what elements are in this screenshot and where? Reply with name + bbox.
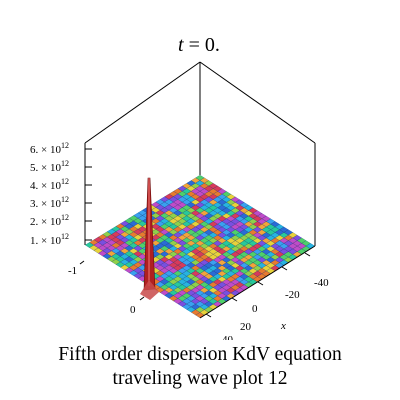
caption-line-2: traveling wave plot 12 <box>112 368 288 389</box>
x-tick-mark <box>304 252 311 257</box>
y-tick-label: -1 <box>68 265 77 277</box>
plot-title: t = 0. <box>178 34 220 56</box>
box-front-edges <box>84 143 316 319</box>
box-back-edges <box>84 61 316 175</box>
x-tick-mark <box>231 297 238 302</box>
z-tick-label: 5. × 1012 <box>30 159 69 174</box>
z-tick-label: 1. × 1012 <box>30 232 69 247</box>
x-tick-label: 20 <box>240 321 252 333</box>
y-tick-mark <box>139 296 145 301</box>
z-tick-label: 6. × 1012 <box>30 141 69 156</box>
y-axis: -1 0 <box>68 260 145 316</box>
z-axis: 1. × 1012 2. × 1012 3. × 1012 4. × 1012 5. ×… <box>30 141 92 247</box>
surface-wave-pattern <box>85 175 315 318</box>
z-tick-label: 3. × 1012 <box>30 195 69 210</box>
x-axis: -40 -20 020 40 x <box>205 252 329 340</box>
plot-3d: t = 0. 1. × 1012 2. × 1012 3. × 1012 4. × 1… <box>30 34 329 340</box>
x-tick-label: 0 <box>252 303 258 315</box>
x-tick-label: 40 <box>222 334 234 340</box>
z-tick-label: 4. × 1012 <box>30 177 69 192</box>
x-tick-mark <box>205 313 212 318</box>
x-tick-label: -40 <box>314 277 329 289</box>
y-tick-label: 0 <box>130 304 136 316</box>
x-tick-mark <box>281 266 288 271</box>
x-axis-label: x <box>280 320 286 332</box>
x-tick-mark <box>257 281 264 286</box>
z-tick-label: 2. × 1012 <box>30 213 69 228</box>
x-tick-label: -20 <box>285 289 300 301</box>
peak-spike <box>140 177 159 300</box>
caption-line-1: Fifth order dispersion KdV equation <box>58 344 342 365</box>
y-tick-mark <box>79 260 85 265</box>
peak-foot <box>140 280 159 300</box>
